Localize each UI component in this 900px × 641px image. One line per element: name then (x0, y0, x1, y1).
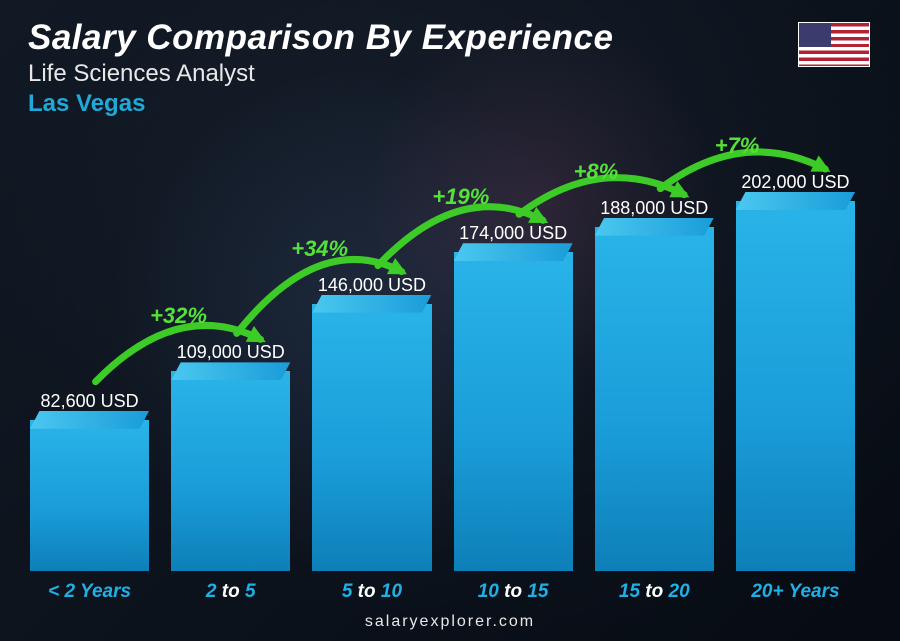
footer-attribution: salaryexplorer.com (0, 613, 900, 631)
category-label: 15 to 20 (595, 581, 714, 603)
category-label: 20+ Years (736, 581, 855, 603)
bar-value-label: 82,600 USD (41, 391, 139, 412)
bar-value-label: 188,000 USD (600, 198, 708, 219)
bar-shape (30, 420, 149, 571)
salary-bar-chart: 82,600 USD 109,000 USD 146,000 USD 174,000 … (30, 131, 855, 571)
bar-value-label: 202,000 USD (741, 172, 849, 193)
header: Salary Comparison By Experience Life Sci… (28, 18, 872, 118)
bar-3: 174,000 USD (454, 223, 573, 571)
category-label: 2 to 5 (171, 581, 290, 603)
flag-usa-icon (798, 22, 870, 67)
category-label: < 2 Years (30, 581, 149, 603)
bar-2: 146,000 USD (312, 275, 431, 571)
bar-shape (171, 371, 290, 571)
bar-shape (454, 252, 573, 571)
category-label: 5 to 10 (312, 581, 431, 603)
location: Las Vegas (28, 90, 872, 118)
job-title: Life Sciences Analyst (28, 60, 872, 88)
bar-value-label: 146,000 USD (318, 275, 426, 296)
bar-1: 109,000 USD (171, 342, 290, 571)
bar-value-label: 109,000 USD (177, 342, 285, 363)
bar-shape (595, 227, 714, 571)
bar-0: 82,600 USD (30, 391, 149, 571)
category-label: 10 to 15 (454, 581, 573, 603)
bar-4: 188,000 USD (595, 198, 714, 571)
bar-shape (312, 304, 431, 571)
page-title: Salary Comparison By Experience (28, 18, 872, 58)
bar-value-label: 174,000 USD (459, 223, 567, 244)
x-axis-categories: < 2 Years 2 to 5 5 to 10 10 to 15 15 to 20 20… (30, 571, 855, 603)
bar-5: 202,000 USD (736, 172, 855, 571)
bar-shape (736, 201, 855, 571)
